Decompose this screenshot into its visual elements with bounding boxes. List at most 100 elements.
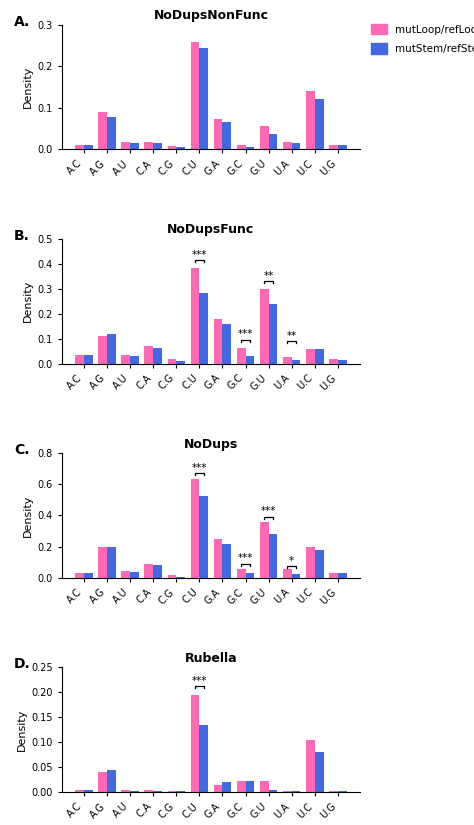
Bar <box>269 534 277 577</box>
Bar <box>75 790 84 792</box>
Bar <box>260 780 269 792</box>
Bar <box>283 142 292 149</box>
Bar <box>98 336 107 364</box>
Bar <box>338 145 346 149</box>
Bar <box>107 333 116 364</box>
Text: **: ** <box>264 271 274 281</box>
Bar <box>176 577 185 578</box>
Bar <box>121 355 130 364</box>
Bar <box>338 360 346 364</box>
Bar <box>283 791 292 792</box>
Bar <box>222 324 231 364</box>
Bar <box>222 122 231 149</box>
Bar <box>153 791 162 792</box>
Bar <box>246 147 255 149</box>
Text: ***: *** <box>238 329 253 339</box>
Text: **: ** <box>287 331 297 341</box>
Bar <box>269 790 277 792</box>
Bar <box>315 550 324 577</box>
Bar <box>130 143 139 149</box>
Bar <box>130 572 139 577</box>
Bar <box>283 569 292 578</box>
Bar <box>145 790 153 792</box>
Bar <box>191 267 200 364</box>
Bar <box>153 348 162 364</box>
Bar <box>84 145 93 149</box>
Bar <box>315 99 324 149</box>
Bar <box>153 565 162 577</box>
Bar <box>145 563 153 578</box>
Bar <box>200 724 208 792</box>
Bar <box>167 146 176 149</box>
Bar <box>292 791 301 792</box>
Bar <box>306 740 315 792</box>
Bar <box>246 781 255 792</box>
Bar <box>84 790 93 792</box>
Bar <box>167 575 176 578</box>
Bar <box>237 780 246 792</box>
Bar <box>145 142 153 149</box>
Bar <box>214 119 222 149</box>
Bar <box>107 770 116 792</box>
Bar <box>98 547 107 578</box>
Y-axis label: Density: Density <box>23 280 33 323</box>
Title: NoDups: NoDups <box>184 437 238 450</box>
Bar <box>222 544 231 578</box>
Bar <box>107 547 116 578</box>
Text: ***: *** <box>261 507 276 516</box>
Bar <box>306 92 315 149</box>
Bar <box>246 356 255 364</box>
Bar <box>214 539 222 578</box>
Bar <box>329 359 338 364</box>
Bar <box>191 42 200 149</box>
Bar <box>329 145 338 149</box>
Bar <box>214 785 222 792</box>
Bar <box>191 695 200 792</box>
Bar <box>306 548 315 578</box>
Bar <box>329 790 338 792</box>
Bar <box>84 573 93 578</box>
Bar <box>121 571 130 578</box>
Bar <box>237 144 246 149</box>
Bar <box>200 48 208 149</box>
Bar <box>200 293 208 364</box>
Bar <box>283 356 292 364</box>
Y-axis label: Density: Density <box>23 66 33 108</box>
Bar <box>222 782 231 792</box>
Bar <box>130 790 139 792</box>
Bar <box>153 143 162 149</box>
Bar <box>121 790 130 792</box>
Bar <box>176 147 185 149</box>
Bar <box>107 117 116 149</box>
Bar <box>84 355 93 364</box>
Bar <box>269 134 277 149</box>
Text: A.: A. <box>14 15 30 29</box>
Y-axis label: Density: Density <box>17 709 27 751</box>
Bar <box>292 574 301 577</box>
Bar <box>237 569 246 578</box>
Bar <box>176 361 185 364</box>
Bar <box>306 349 315 364</box>
Bar <box>269 304 277 364</box>
Bar <box>260 126 269 149</box>
Text: B.: B. <box>14 229 30 243</box>
Bar <box>237 348 246 364</box>
Text: ***: *** <box>191 463 207 473</box>
Bar <box>75 145 84 149</box>
Text: D.: D. <box>14 658 31 672</box>
Bar <box>292 143 301 149</box>
Bar <box>246 573 255 578</box>
Bar <box>200 496 208 578</box>
Bar <box>75 573 84 578</box>
Text: C.: C. <box>14 443 29 457</box>
Bar <box>176 791 185 792</box>
Bar <box>98 112 107 149</box>
Bar <box>292 360 301 364</box>
Y-axis label: Density: Density <box>23 494 33 537</box>
Bar <box>260 289 269 364</box>
Bar <box>167 790 176 792</box>
Text: ***: *** <box>238 554 253 563</box>
Bar <box>315 349 324 364</box>
Bar <box>214 319 222 364</box>
Bar <box>329 573 338 578</box>
